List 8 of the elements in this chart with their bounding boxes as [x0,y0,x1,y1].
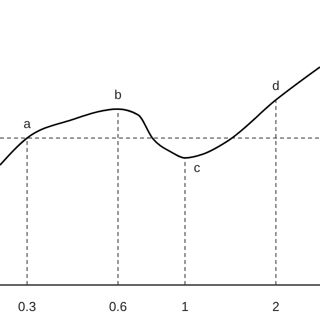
annotation: a [23,116,32,132]
annotation: d [272,78,280,93]
x-tick-label: 2 [272,299,280,314]
x-tick-label: 0.3 [18,299,36,314]
x-tick-label: 1 [181,299,189,314]
annotation: c [194,160,201,175]
annotation: b [114,87,122,102]
x-tick-label: 0.6 [108,299,128,314]
